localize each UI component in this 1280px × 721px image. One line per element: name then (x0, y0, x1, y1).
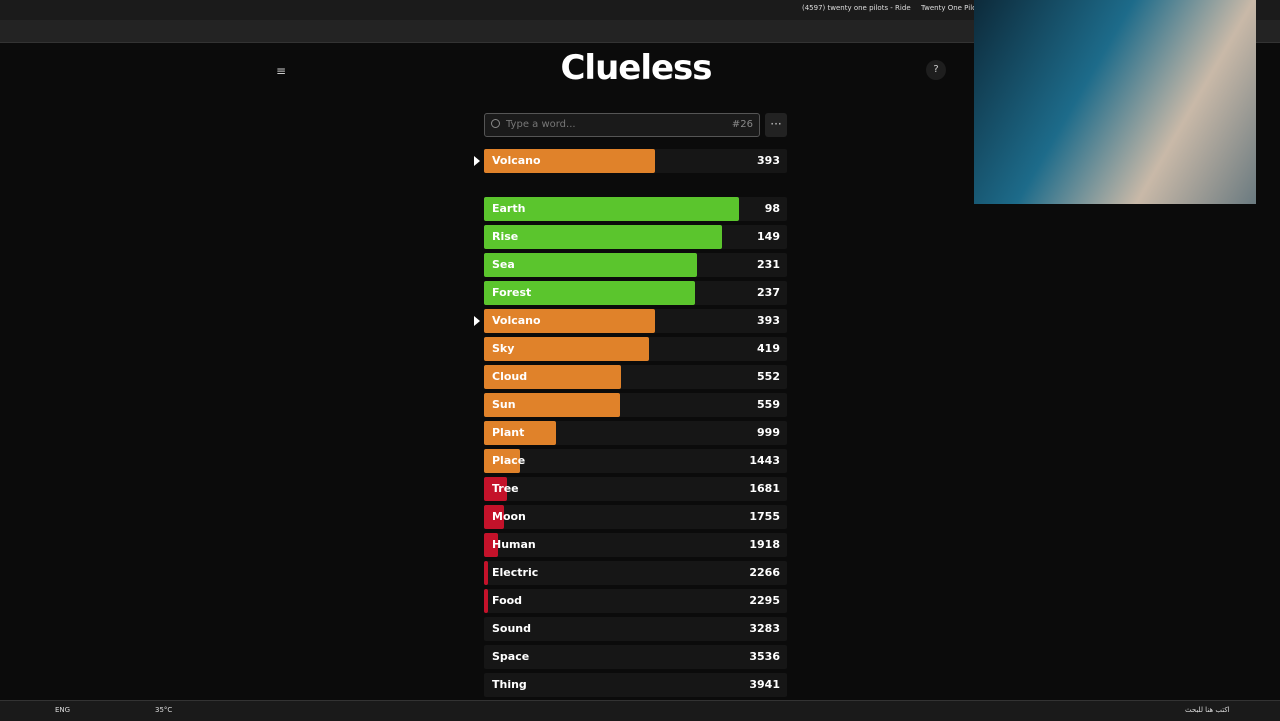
similarity-bar (484, 393, 620, 417)
similarity-bar (484, 421, 557, 445)
guess-rank: 3941 (749, 678, 780, 691)
guess-row: Volcano 393 (474, 309, 787, 333)
guess-word: Sky (492, 342, 515, 355)
taskbar: ENG 35°C اكتب هنا للبحث (0, 700, 1280, 721)
similarity-bar (484, 589, 488, 613)
weather: 35°C (155, 706, 173, 714)
browser-tab[interactable]: (4597) twenty one pilots - Ride (802, 4, 911, 12)
guess-word: Plant (492, 426, 525, 439)
guess-word: Volcano (492, 154, 541, 167)
guess-rank: 419 (757, 342, 780, 355)
game-number: #26 (731, 119, 753, 130)
game-title: Clueless (560, 48, 712, 88)
guess-word: Moon (492, 510, 526, 523)
guess-rank: 1755 (749, 510, 780, 523)
guess-word: Place (492, 454, 526, 467)
guess-row: Cloud 552 (484, 365, 787, 389)
guess-rank: 231 (757, 258, 780, 271)
guess-rank: 1443 (749, 454, 780, 467)
similarity-bar (484, 225, 723, 249)
guess-rank: 559 (757, 398, 780, 411)
browser-tab[interactable]: Twenty One Pilots T (921, 4, 990, 12)
guess-row: Sun 559 (484, 393, 787, 417)
guess-word: Sun (492, 398, 516, 411)
guess-rank: 393 (757, 314, 780, 327)
search-input[interactable]: Type a word... #26 (484, 113, 760, 137)
guess-row: Food 2295 (484, 589, 787, 613)
similarity-bar (484, 149, 655, 173)
similarity-bar (484, 449, 520, 473)
guess-row: Moon 1755 (484, 505, 787, 529)
tab-strip: (4597) twenty one pilots - Ride Twenty O… (0, 0, 1280, 20)
guess-word: Volcano (492, 314, 541, 327)
guess-row: Forest 237 (484, 281, 787, 305)
guess-row: Sky 419 (484, 337, 787, 361)
similarity-bar (484, 337, 649, 361)
expand-arrow (474, 156, 480, 166)
guess-rank: 999 (757, 426, 780, 439)
guess-word: Sound (492, 622, 532, 635)
similarity-bar (484, 281, 696, 305)
guess-rank: 237 (757, 286, 780, 299)
guess-rank: 1681 (749, 482, 780, 495)
guess-rank: 1918 (749, 538, 780, 551)
guess-row: Sea 231 (484, 253, 787, 277)
guess-word: Food (492, 594, 523, 607)
guess-rank: 552 (757, 370, 780, 383)
guess-word: Tree (492, 482, 519, 495)
guess-row: Sound 3283 (484, 617, 787, 641)
guess-word: Rise (492, 230, 519, 243)
guess-rank: 2266 (749, 566, 780, 579)
guess-word: Cloud (492, 370, 528, 383)
placeholder: Type a word... (506, 119, 576, 130)
similarity-bar (484, 477, 507, 501)
browser-toolbar (0, 20, 1280, 43)
guess-word: Sea (492, 258, 515, 271)
guess-rank: 393 (757, 154, 780, 167)
guess-row: Rise 149 (484, 225, 787, 249)
guess-row: Plant 999 (484, 421, 787, 445)
guess-rank: 149 (757, 230, 780, 243)
guess-word: Electric (492, 566, 539, 579)
similarity-bar (484, 365, 622, 389)
guess-row: Volcano 393 (474, 149, 787, 173)
guess-row: Earth 98 (484, 197, 787, 221)
guess-word: Forest (492, 286, 532, 299)
similarity-bar (484, 561, 489, 585)
guess-row: Electric 2266 (484, 561, 787, 585)
guess-word: Space (492, 650, 530, 663)
similarity-bar (484, 505, 504, 529)
help-button[interactable]: ? (926, 60, 946, 80)
webcam-overlay (974, 0, 1256, 204)
language: ENG (55, 706, 71, 714)
guess-rank: 98 (764, 202, 780, 215)
guess-rank: 3283 (749, 622, 780, 635)
similarity-bar (484, 309, 655, 333)
guess-row: Tree 1681 (484, 477, 787, 501)
guess-row: Human 1918 (484, 533, 787, 557)
guess-row: Space 3536 (484, 645, 787, 669)
more-button[interactable]: ··· (765, 113, 787, 137)
guess-word: Thing (492, 678, 527, 691)
similarity-bar (484, 533, 498, 557)
guess-rank: 2295 (749, 594, 780, 607)
guess-word: Human (492, 538, 536, 551)
similarity-bar (484, 253, 698, 277)
search-icon (491, 119, 500, 128)
guess-rank: 3536 (749, 650, 780, 663)
guess-word: Earth (492, 202, 526, 215)
similarity-bar (484, 197, 740, 221)
taskbar-search[interactable]: اكتب هنا للبحث (1185, 706, 1230, 714)
expand-arrow (474, 316, 480, 326)
menu-button[interactable]: ≡ (276, 64, 287, 78)
guess-row: Thing 3941 (484, 673, 787, 697)
guess-row: Place 1443 (484, 449, 787, 473)
